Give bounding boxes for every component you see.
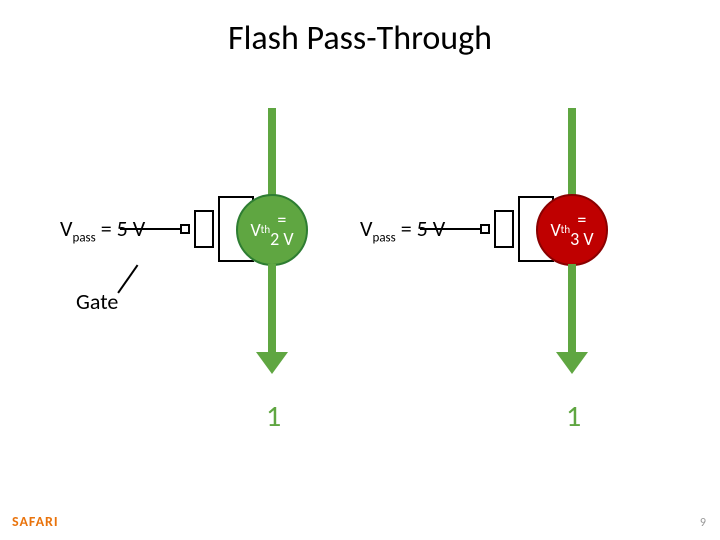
arrowhead-left [256, 352, 288, 374]
page-number: 9 [700, 516, 706, 530]
footer-logo: SAFARI [12, 513, 59, 530]
transistor-right: Vth =3 V [480, 170, 640, 370]
vpass-label-left: Vpass = 5 V [60, 215, 145, 245]
gate-lead-right [420, 228, 480, 230]
vth-circle-left: Vth =2 V [236, 194, 308, 266]
page-title: Flash Pass-Through [0, 18, 720, 59]
wire-bottom-left [268, 264, 276, 356]
arrowhead-right [556, 352, 588, 374]
wire-top-right [568, 108, 576, 196]
gate-rect-small-right [480, 224, 490, 234]
gate-rect-small-left [180, 224, 190, 234]
gate-pointer [117, 265, 138, 294]
gate-rect-med-left [194, 210, 214, 248]
gate-rect-med-right [494, 210, 514, 248]
vth-circle-right: Vth =3 V [536, 194, 608, 266]
result-left: 1 [266, 398, 281, 435]
result-right: 1 [566, 398, 581, 435]
gate-label: Gate [76, 288, 118, 315]
vpass-label-right: Vpass = 5 V [360, 215, 445, 245]
wire-top-left [268, 108, 276, 196]
transistor-left: Vth =2 V [180, 170, 340, 370]
wire-bottom-right [568, 264, 576, 356]
gate-lead-left [120, 228, 180, 230]
